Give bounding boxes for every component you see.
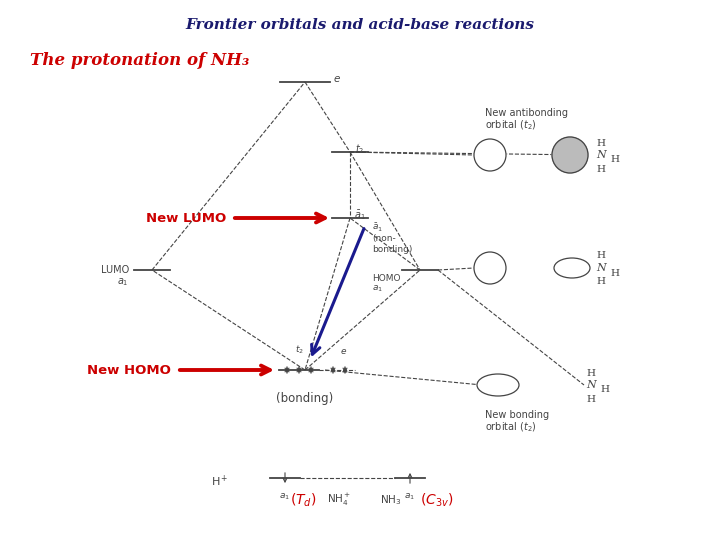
Text: $e$: $e$ <box>333 74 341 84</box>
Text: N: N <box>596 263 606 273</box>
Text: New antibonding: New antibonding <box>485 108 568 118</box>
Text: H: H <box>596 165 605 173</box>
Text: (bonding): (bonding) <box>276 392 333 405</box>
Text: $a_1$: $a_1$ <box>372 284 383 294</box>
Text: H: H <box>596 278 605 287</box>
Text: $a_1$: $a_1$ <box>117 276 129 288</box>
Text: NH$_3$: NH$_3$ <box>380 493 401 507</box>
Text: orbital ($t_2$): orbital ($t_2$) <box>485 118 536 132</box>
Text: $t_2$: $t_2$ <box>294 343 303 356</box>
Text: LUMO: LUMO <box>101 265 129 275</box>
Text: $a_1$: $a_1$ <box>279 492 290 503</box>
Text: $(T_d)$: $(T_d)$ <box>290 491 317 509</box>
Circle shape <box>474 252 506 284</box>
Text: NH$_4^+$: NH$_4^+$ <box>327 492 351 508</box>
Text: $t_2$: $t_2$ <box>355 142 364 156</box>
Text: New HOMO: New HOMO <box>87 363 171 376</box>
Text: HOMO: HOMO <box>372 274 400 283</box>
Text: New bonding: New bonding <box>485 410 549 420</box>
Text: $a_1$: $a_1$ <box>405 492 415 503</box>
Ellipse shape <box>477 374 519 396</box>
Text: H: H <box>610 268 619 278</box>
Text: H: H <box>596 252 605 260</box>
Text: N: N <box>586 380 595 390</box>
Text: H: H <box>586 368 595 377</box>
Text: (non-
bonding): (non- bonding) <box>372 234 413 254</box>
Text: orbital ($t_2$): orbital ($t_2$) <box>485 420 536 434</box>
Text: $e$: $e$ <box>341 347 348 356</box>
Text: H: H <box>485 151 495 159</box>
Text: H: H <box>493 381 503 389</box>
Ellipse shape <box>554 258 590 278</box>
Text: H: H <box>600 386 609 395</box>
Text: $\bar{a}_1$: $\bar{a}_1$ <box>354 208 366 222</box>
Text: New LUMO: New LUMO <box>145 212 226 225</box>
Text: H: H <box>610 156 619 165</box>
Text: H: H <box>596 138 605 147</box>
Text: $(C_{3v})$: $(C_{3v})$ <box>420 491 454 509</box>
Text: N: N <box>596 150 606 160</box>
Text: Frontier orbitals and acid-base reactions: Frontier orbitals and acid-base reaction… <box>186 18 534 32</box>
Circle shape <box>552 137 588 173</box>
Text: H$^+$: H$^+$ <box>211 474 229 489</box>
Text: H: H <box>586 395 595 403</box>
Text: $\bar{a}_1$: $\bar{a}_1$ <box>372 222 383 234</box>
Text: H: H <box>485 264 495 273</box>
Circle shape <box>474 139 506 171</box>
Text: The protonation of NH₃: The protonation of NH₃ <box>30 52 249 69</box>
